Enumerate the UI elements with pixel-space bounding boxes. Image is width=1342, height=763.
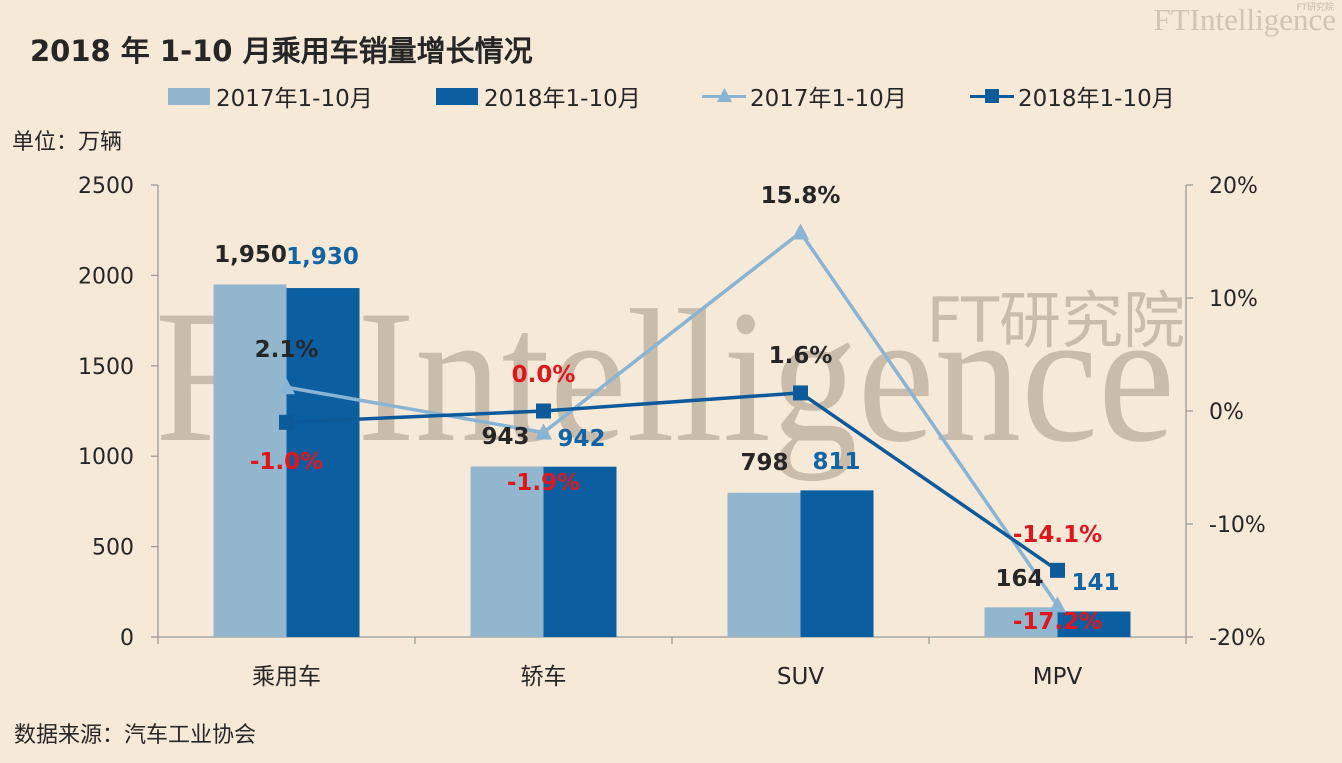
bars xyxy=(213,284,1131,637)
point xyxy=(1050,562,1065,578)
x-tick-label: SUV xyxy=(777,664,824,690)
lines xyxy=(278,223,1066,613)
point xyxy=(1049,596,1066,613)
y-tick-label: 2500 xyxy=(78,174,134,199)
watermark-subtext: FT研究院 xyxy=(927,284,1185,357)
legend-label: 2017年1-10月 xyxy=(750,86,907,112)
y2-tick-label: 20% xyxy=(1209,174,1258,199)
legend-line-swatch xyxy=(702,87,746,105)
data-label: -17.2% xyxy=(1013,609,1102,635)
data-label: 811 xyxy=(812,449,860,475)
legend-line-swatch xyxy=(970,88,1014,105)
y2-tick-label: 0% xyxy=(1209,400,1244,425)
y2-tick-label: 10% xyxy=(1209,287,1258,312)
y-tick-label: 500 xyxy=(92,536,134,561)
bar xyxy=(984,607,1058,637)
point xyxy=(536,403,551,419)
x-tick-label: MPV xyxy=(1033,664,1083,690)
y-tick-label: 2000 xyxy=(78,264,134,289)
bar xyxy=(470,466,544,637)
legend-item-line-2017: 2017年1-10月 xyxy=(702,80,907,112)
data-label: 141 xyxy=(1072,570,1120,596)
data-label: 164 xyxy=(995,566,1043,592)
data-label: 1,950 xyxy=(214,242,287,268)
legend-swatch xyxy=(436,87,478,105)
axes: 0 500 1000 1500 2000 2500 -20% -10% 0% 10% 20% 乘用车 轿… xyxy=(78,174,1266,690)
legend-label: 2018年1-10月 xyxy=(1018,86,1175,112)
triangle-marker-icon xyxy=(717,87,732,102)
data-label: 15.8% xyxy=(761,183,841,209)
data-label: 0.0% xyxy=(512,362,576,388)
data-label: 1.6% xyxy=(769,343,833,369)
data-labels: 1,950 1,930 943 942 798 811 164 141 2.1% -1.0% 0.0… xyxy=(214,183,1119,635)
legend-label: 2017年1-10月 xyxy=(216,86,373,112)
brand-subtitle: FT研究院 xyxy=(1296,3,1334,13)
y2-tick-label: -20% xyxy=(1209,626,1266,651)
data-label: -14.1% xyxy=(1013,522,1102,548)
data-label: 798 xyxy=(740,450,788,476)
y-tick-label: 0 xyxy=(120,626,134,651)
bar xyxy=(800,490,874,637)
data-label: 943 xyxy=(481,424,529,450)
x-tick-label: 乘用车 xyxy=(252,664,321,690)
legend-swatch xyxy=(168,87,210,105)
square-marker-icon xyxy=(985,88,999,103)
data-label: 1,930 xyxy=(286,244,359,270)
chart-title: 2018 年 1-10 月乘用车销量增长情况 xyxy=(30,34,533,68)
bar xyxy=(727,492,801,637)
bar xyxy=(1057,611,1131,637)
data-label: 2.1% xyxy=(255,337,319,363)
y-tick-label: 1500 xyxy=(78,355,134,380)
y2-tick-label: -10% xyxy=(1209,513,1266,538)
bar xyxy=(543,466,617,637)
brand-logo: FTIntelligence xyxy=(1153,2,1337,37)
bar xyxy=(213,284,287,637)
data-label: -1.9% xyxy=(507,470,580,496)
legend-item-bar-2018: 2018年1-10月 xyxy=(436,80,641,112)
point xyxy=(792,223,809,240)
legend-item-bar-2017: 2017年1-10月 xyxy=(168,80,373,112)
bar xyxy=(286,288,360,637)
x-tick-label: 轿车 xyxy=(521,664,567,690)
legend-label: 2018年1-10月 xyxy=(484,86,641,112)
point xyxy=(793,385,808,401)
series-line xyxy=(286,391,1059,572)
point xyxy=(279,414,294,430)
data-label: 942 xyxy=(558,426,606,452)
unit-label: 单位：万辆 xyxy=(12,130,123,155)
data-label: -1.0% xyxy=(250,449,323,475)
series-line xyxy=(286,230,1059,607)
point xyxy=(278,378,295,395)
legend-item-line-2018: 2018年1-10月 xyxy=(970,80,1175,112)
source-note: 数据来源：汽车工业协会 xyxy=(14,723,257,748)
point xyxy=(535,423,552,440)
y-tick-label: 1000 xyxy=(78,445,134,470)
